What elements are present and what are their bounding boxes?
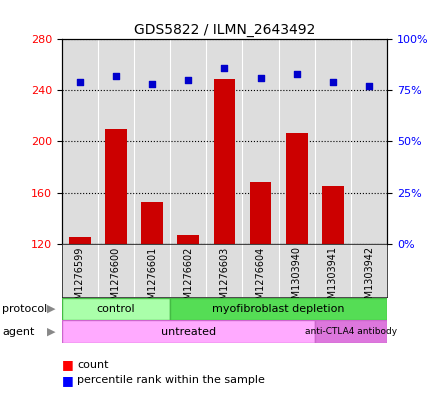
Text: GSM1303940: GSM1303940	[292, 246, 302, 311]
Text: ▶: ▶	[47, 327, 55, 337]
Text: agent: agent	[2, 327, 35, 337]
Bar	[105, 129, 127, 244]
Text: protocol: protocol	[2, 304, 48, 314]
Bar	[213, 79, 235, 244]
Text: myofibroblast depletion: myofibroblast depletion	[213, 304, 345, 314]
Title: GDS5822 / ILMN_2643492: GDS5822 / ILMN_2643492	[134, 23, 315, 37]
Text: ■: ■	[62, 358, 73, 371]
Text: untreated: untreated	[161, 327, 216, 337]
Bar	[62, 298, 170, 320]
Bar	[141, 202, 163, 244]
Point	[185, 77, 192, 83]
Bar	[250, 182, 271, 244]
Text: control: control	[96, 304, 135, 314]
Bar	[177, 235, 199, 244]
Bar	[315, 320, 387, 343]
Text: GSM1276599: GSM1276599	[75, 246, 84, 312]
Point	[112, 73, 119, 79]
Bar	[286, 132, 308, 244]
Text: ▶: ▶	[47, 304, 55, 314]
Point	[221, 65, 228, 71]
Bar	[62, 320, 315, 343]
Point	[293, 71, 300, 77]
Bar	[170, 298, 387, 320]
Point	[76, 79, 83, 85]
Text: GSM1276604: GSM1276604	[256, 246, 266, 312]
Bar	[322, 186, 344, 244]
Text: GSM1276603: GSM1276603	[220, 246, 229, 312]
Text: GSM1303941: GSM1303941	[328, 246, 338, 311]
Point	[366, 83, 373, 90]
Text: GSM1303942: GSM1303942	[364, 246, 374, 311]
Text: ■: ■	[62, 374, 73, 387]
Text: percentile rank within the sample: percentile rank within the sample	[77, 375, 265, 386]
Point	[149, 81, 156, 87]
Text: anti-CTLA4 antibody: anti-CTLA4 antibody	[305, 327, 397, 336]
Text: GSM1276602: GSM1276602	[183, 246, 193, 312]
Text: GSM1276600: GSM1276600	[111, 246, 121, 312]
Point	[330, 79, 337, 85]
Text: GSM1276601: GSM1276601	[147, 246, 157, 312]
Text: count: count	[77, 360, 109, 370]
Point	[257, 75, 264, 81]
Bar	[69, 237, 91, 244]
